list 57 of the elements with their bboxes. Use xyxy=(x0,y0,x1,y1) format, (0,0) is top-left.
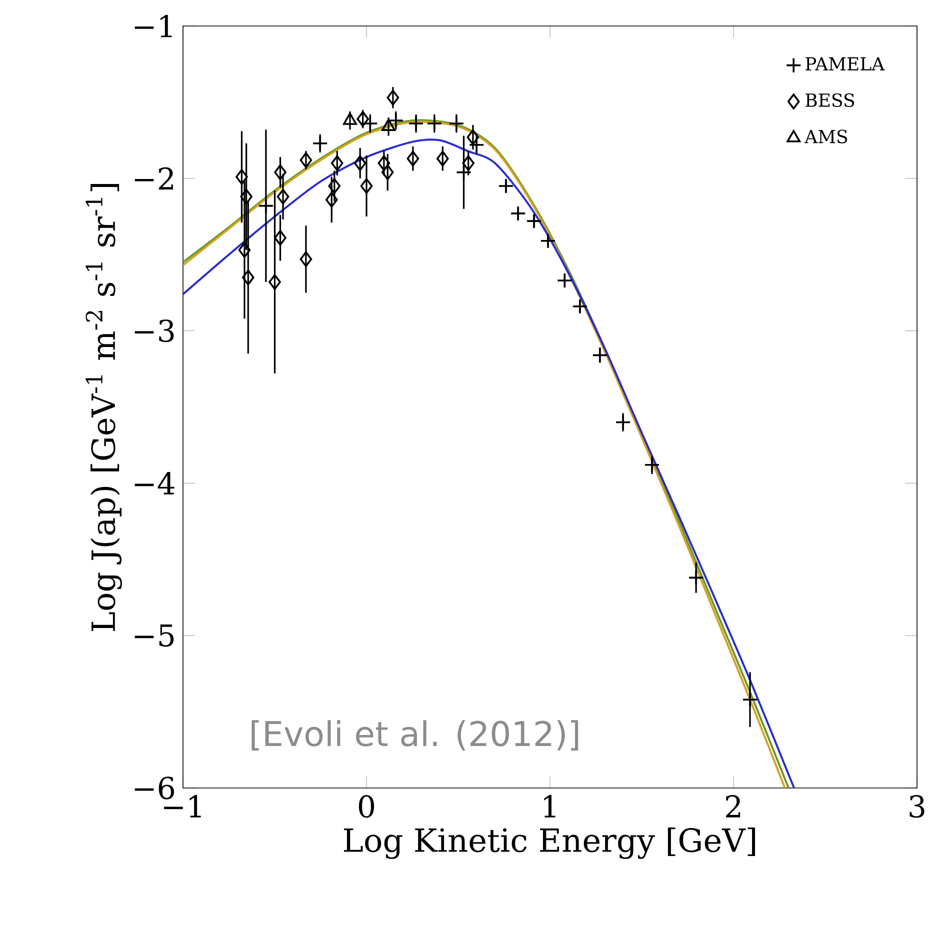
point xyxy=(456,164,472,180)
point xyxy=(276,188,290,205)
point xyxy=(378,155,390,172)
point xyxy=(572,298,588,314)
point xyxy=(688,570,704,586)
point xyxy=(274,164,286,180)
point xyxy=(436,150,449,166)
point xyxy=(462,155,474,172)
point xyxy=(381,164,394,180)
point xyxy=(466,129,480,146)
point xyxy=(362,116,378,132)
point xyxy=(468,136,485,153)
point xyxy=(644,457,660,473)
point xyxy=(238,242,251,258)
legend-label: BESS xyxy=(806,93,854,107)
point xyxy=(354,155,366,172)
point xyxy=(498,178,514,194)
point xyxy=(356,111,369,127)
y-tick-label: −2 xyxy=(134,167,173,190)
annotation: [Evoli et al. (2012)] xyxy=(252,720,578,750)
legend-label: PAMELA xyxy=(806,57,885,70)
point xyxy=(258,198,274,214)
point xyxy=(742,692,758,708)
point xyxy=(328,178,341,194)
x-axis-title: Log Kinetic Energy [GeV] xyxy=(344,827,756,859)
point xyxy=(406,150,420,166)
point xyxy=(325,192,338,208)
point xyxy=(242,270,254,286)
text: Log J(ap) [GeV$^{-1}$ m$^{-2}$ s$^{-1}$ sr$^{-1}$] xyxy=(86,184,122,632)
x-tick-label: 0 xyxy=(358,795,374,818)
point xyxy=(330,155,344,172)
point xyxy=(540,232,556,249)
y-tick-label: −1 xyxy=(134,14,172,38)
point xyxy=(510,206,526,222)
point xyxy=(556,272,573,288)
legend-label: AMS xyxy=(804,130,848,144)
y-tick-label: −3 xyxy=(134,319,174,342)
point xyxy=(408,116,424,132)
point xyxy=(312,135,328,152)
point xyxy=(300,152,312,168)
x-tick-label: 2 xyxy=(726,795,740,818)
point xyxy=(360,178,373,194)
x-tick-label: 3 xyxy=(910,795,924,818)
point xyxy=(240,188,252,205)
y-tick-label: −5 xyxy=(134,624,174,647)
point xyxy=(236,168,248,185)
point xyxy=(426,116,442,132)
y-tick-label: −4 xyxy=(134,472,174,494)
point xyxy=(448,116,464,132)
point xyxy=(274,230,286,246)
point xyxy=(300,251,312,268)
point xyxy=(615,414,631,430)
x-tick-label: 1 xyxy=(544,795,556,818)
point xyxy=(526,213,542,229)
point xyxy=(268,274,281,290)
point xyxy=(592,347,608,364)
point xyxy=(386,90,400,106)
